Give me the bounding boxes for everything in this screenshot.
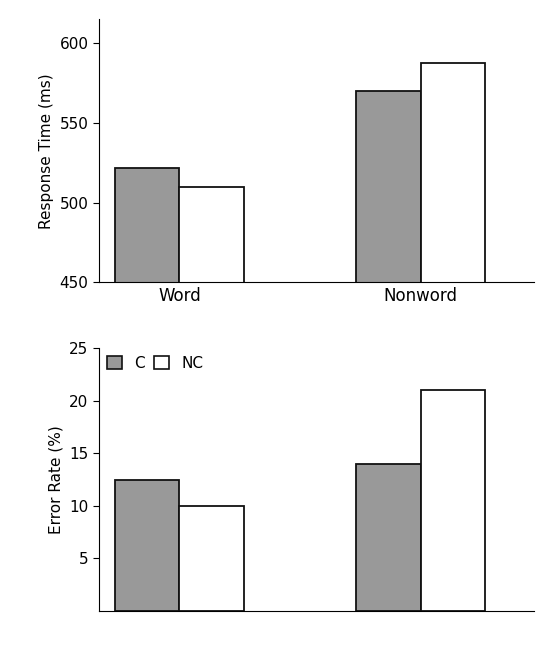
Legend: C, NC: C, NC bbox=[102, 351, 208, 375]
Bar bbox=[179, 506, 244, 611]
Bar bbox=[356, 464, 421, 611]
Bar bbox=[421, 62, 485, 650]
Bar bbox=[115, 168, 179, 650]
Bar bbox=[421, 390, 485, 611]
Bar bbox=[179, 187, 244, 650]
Bar bbox=[115, 480, 179, 611]
Bar bbox=[356, 91, 421, 650]
Y-axis label: Error Rate (%): Error Rate (%) bbox=[49, 425, 64, 534]
Y-axis label: Response Time (ms): Response Time (ms) bbox=[39, 73, 54, 229]
